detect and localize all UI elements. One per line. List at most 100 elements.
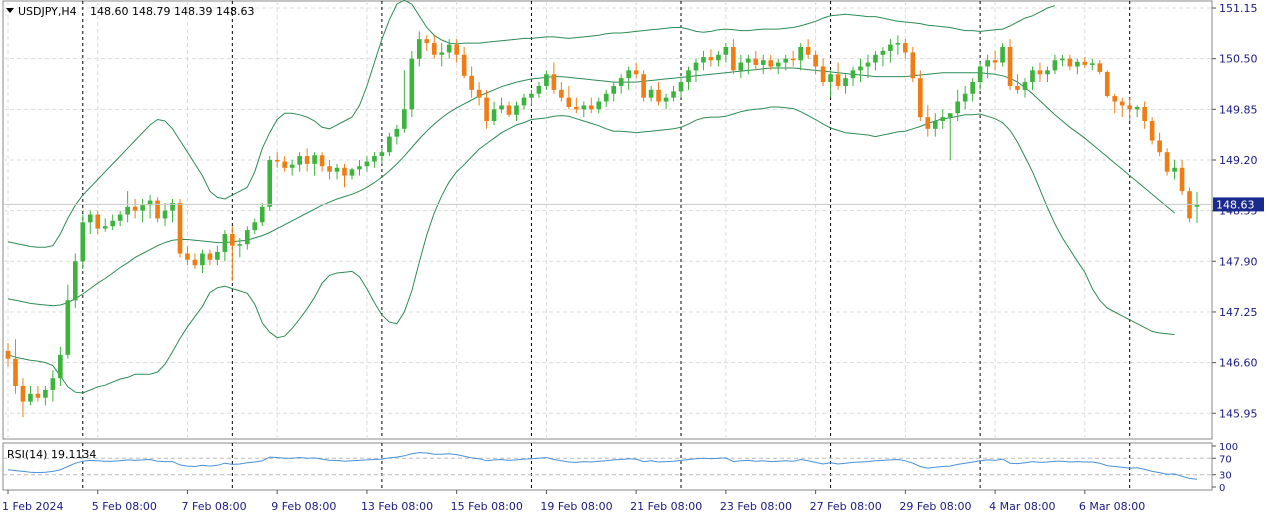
candle — [364, 156, 370, 172]
candle — [746, 54, 751, 75]
candle — [252, 218, 258, 235]
candle-body — [282, 161, 288, 168]
candle — [1037, 62, 1043, 83]
candle — [185, 245, 190, 266]
candle-body — [499, 105, 504, 110]
candle-body — [663, 97, 669, 102]
price-tick-label: 147.25 — [1219, 306, 1258, 319]
candle-body — [259, 206, 265, 223]
price-tick-label: 146.60 — [1219, 357, 1258, 370]
candle — [1007, 39, 1013, 90]
candle — [1172, 159, 1177, 180]
candle — [1052, 54, 1058, 75]
rsi-label: RSI(14) 19.1134 — [7, 448, 96, 461]
candle-body — [1067, 58, 1073, 67]
candle-body — [1164, 152, 1170, 172]
candle — [297, 152, 302, 172]
candle — [701, 50, 706, 71]
candle — [162, 202, 168, 227]
candle — [416, 31, 422, 67]
candle — [775, 58, 781, 75]
candle — [940, 109, 946, 129]
candle-body — [820, 66, 826, 83]
candle — [259, 202, 265, 227]
candle-body — [738, 62, 744, 71]
candle — [72, 253, 78, 309]
candle — [551, 62, 557, 94]
candle-body — [731, 46, 736, 71]
symbol-label: USDJPY,H4 — [18, 5, 77, 18]
candle-body — [274, 159, 280, 162]
candle-body — [828, 74, 833, 83]
candle — [1000, 43, 1005, 67]
candle — [955, 89, 961, 122]
candle-body — [910, 52, 916, 79]
candle-body — [1000, 46, 1005, 63]
candle — [648, 85, 654, 102]
candle — [476, 82, 482, 106]
candle-body — [162, 210, 168, 219]
candle-body — [955, 101, 961, 114]
candle — [753, 50, 759, 71]
candle — [880, 46, 886, 67]
candle — [1089, 58, 1095, 71]
candle — [230, 226, 235, 281]
candle — [574, 97, 579, 114]
candle-body — [484, 97, 489, 122]
candle-body — [177, 202, 183, 254]
candle-body — [65, 300, 71, 355]
time-tick-label: 27 Feb 08:00 — [810, 500, 882, 513]
candle — [170, 198, 175, 223]
candle — [858, 58, 863, 83]
candle-body — [267, 159, 273, 207]
candle-body — [147, 200, 153, 206]
candle — [671, 85, 676, 102]
candle — [1142, 101, 1147, 129]
candle-body — [297, 156, 302, 165]
candle-body — [80, 222, 86, 262]
candle-body — [402, 109, 407, 129]
time-tick-label: 7 Feb 08:00 — [181, 500, 246, 513]
candle-body — [843, 78, 848, 86]
time-axis: 1 Feb 2024 5 Feb 08:00 7 Feb 08:00 9 Feb 08… — [2, 490, 1145, 513]
candle-body — [95, 214, 101, 229]
price-tick-label: 151.15 — [1219, 2, 1258, 15]
candle — [140, 198, 145, 223]
time-tick-label: 13 Feb 08:00 — [361, 500, 433, 513]
candle — [813, 50, 818, 75]
candle-body — [5, 350, 11, 359]
candle-body — [50, 378, 56, 390]
candle — [932, 113, 938, 137]
candle — [244, 226, 250, 250]
candle-body — [13, 358, 18, 387]
chart-menu-triangle-icon[interactable] — [6, 8, 14, 13]
candle-body — [424, 39, 430, 44]
candle — [1127, 97, 1133, 122]
candle-body — [1119, 101, 1125, 106]
candle — [372, 152, 377, 168]
candle — [1179, 159, 1185, 196]
candle — [349, 167, 355, 180]
candle-body — [416, 39, 422, 59]
candle — [581, 101, 587, 118]
time-tick-label: 21 Feb 08:00 — [630, 500, 702, 513]
candle — [805, 39, 811, 59]
candle-body — [409, 58, 415, 110]
candle — [641, 70, 646, 102]
candle — [588, 97, 594, 114]
candle-body — [140, 205, 145, 211]
candle-body — [1194, 204, 1200, 207]
candle — [618, 74, 624, 94]
candle-body — [716, 54, 721, 61]
candle-body — [992, 60, 998, 63]
candle — [147, 195, 153, 219]
candle — [192, 253, 198, 270]
candle-body — [1007, 46, 1013, 86]
candle-body — [985, 60, 990, 67]
candle — [917, 70, 923, 122]
candle-body — [364, 161, 370, 167]
candle — [312, 152, 317, 176]
candle — [992, 50, 998, 71]
candle-body — [192, 259, 198, 266]
time-tick-label: 15 Feb 08:00 — [451, 500, 523, 513]
